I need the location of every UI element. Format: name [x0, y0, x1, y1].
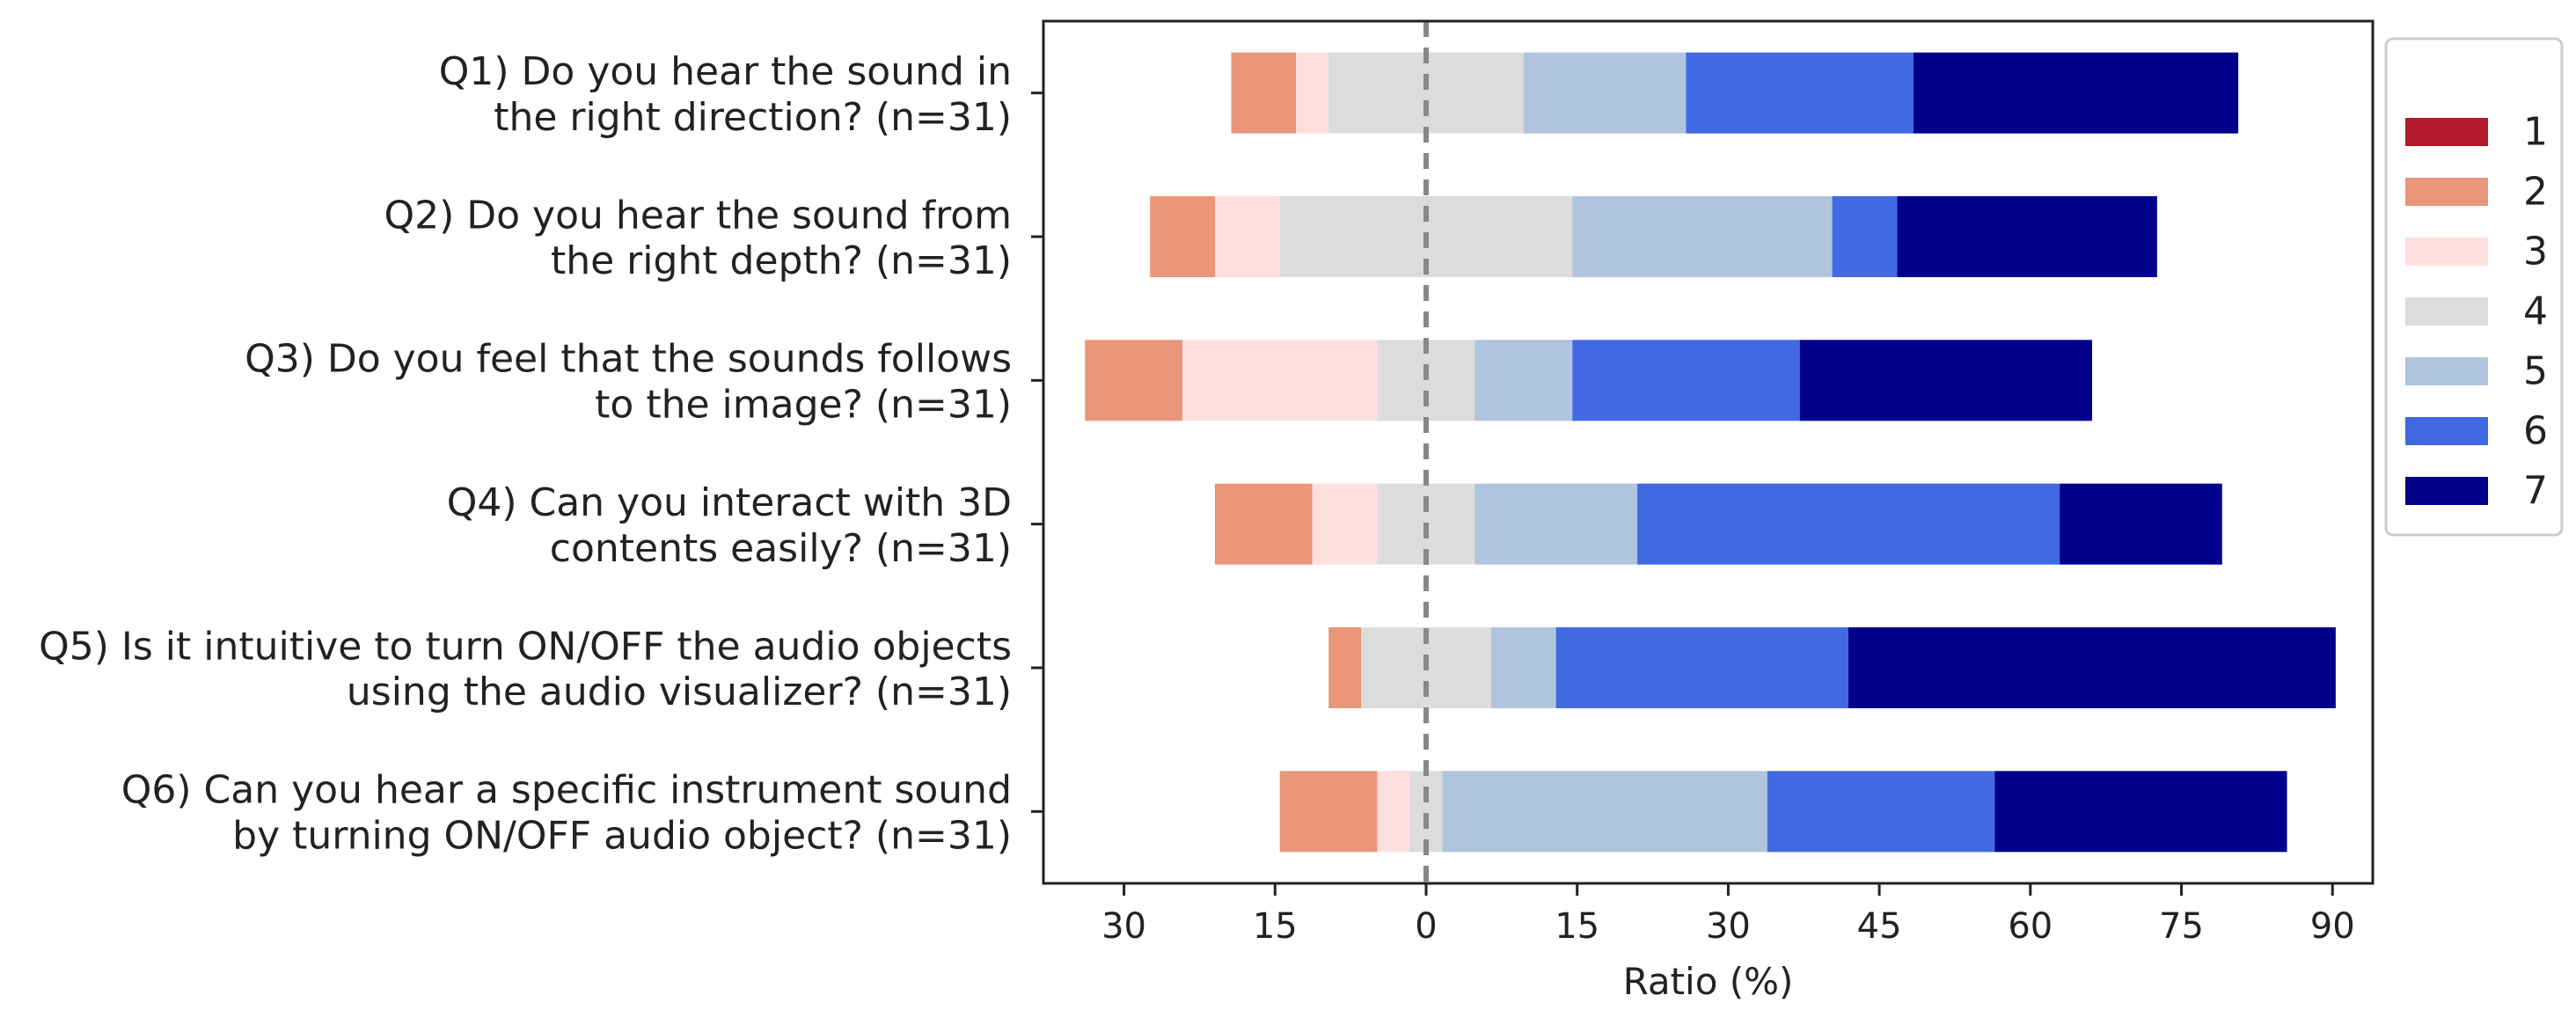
bar-segment-q5-6	[1555, 627, 1848, 708]
bar-segment-q3-3	[1182, 340, 1378, 421]
x-axis-title: Ratio (%)	[1623, 960, 1794, 1003]
question-label-line2: using the audio visualizer? (n=31)	[347, 670, 1012, 714]
x-tick-label: 45	[1857, 906, 1902, 947]
bars-layer	[1085, 52, 2336, 853]
bar-segment-q2-7	[1897, 196, 2157, 277]
legend-swatch-6	[2405, 417, 2488, 445]
question-label-q2: Q2) Do you hear the sound from the right …	[384, 193, 1012, 283]
legend-label-1: 1	[2523, 110, 2548, 155]
legend-swatch-2	[2405, 178, 2488, 206]
question-label-q6: Q6) Can you hear a specific instrument s…	[121, 768, 1012, 859]
question-label-q4: Q4) Can you interact with 3D contents eas…	[447, 480, 1012, 571]
bar-segment-q3-7	[1799, 340, 2092, 421]
question-label-line2: to the image? (n=31)	[595, 383, 1012, 428]
x-tick-label: 30	[1101, 906, 1146, 947]
legend-frame	[2384, 37, 2564, 537]
legend-label-6: 6	[2523, 409, 2548, 454]
question-label-line1: Q3) Do you feel that the sounds follows	[245, 337, 1012, 382]
question-label-line1: Q2) Do you hear the sound from	[384, 193, 1012, 238]
x-tick-label: 0	[1415, 906, 1437, 947]
bar-segment-q4-3	[1312, 483, 1378, 565]
bar-segment-q2-2	[1150, 196, 1215, 277]
plot-area-frame	[1042, 19, 2375, 885]
legend-swatch-5	[2405, 357, 2488, 385]
legend: 1 2 3 4 5 6 7	[2384, 37, 2564, 537]
bar-segment-q3-2	[1085, 340, 1183, 421]
bar-segment-q1-3	[1296, 52, 1329, 134]
bar-segment-q5-7	[1848, 627, 2336, 708]
x-tick-label: 30	[1706, 906, 1751, 947]
question-label-line1: Q5) Is it intuitive to turn ON/OFF the a…	[39, 624, 1012, 669]
bar-segment-q1-2	[1231, 52, 1297, 134]
question-label-line1: Q1) Do you hear the sound in	[439, 49, 1012, 94]
bar-segment-q6-5	[1442, 771, 1767, 853]
legend-label-2: 2	[2523, 170, 2548, 215]
legend-swatch-4	[2405, 297, 2488, 326]
x-tick-label: 90	[2310, 906, 2355, 947]
legend-swatch-1	[2405, 118, 2488, 146]
question-labels: Q1) Do you hear the sound in the right di…	[39, 49, 1043, 859]
bar-segment-q1-7	[1913, 52, 2239, 134]
bar-segment-q2-6	[1832, 196, 1898, 277]
bar-segment-q1-5	[1523, 52, 1687, 134]
legend-label-4: 4	[2523, 289, 2548, 334]
bar-segment-q6-2	[1279, 771, 1378, 853]
bar-segment-q4-2	[1214, 483, 1313, 565]
legend-swatch-3	[2405, 238, 2488, 266]
bar-segment-q1-6	[1686, 52, 1914, 134]
bar-segment-q1-4	[1328, 52, 1524, 134]
x-tick-label: 60	[2008, 906, 2053, 947]
question-label-q5: Q5) Is it intuitive to turn ON/OFF the a…	[39, 624, 1012, 714]
bar-segment-q6-7	[1994, 771, 2287, 853]
question-label-q1: Q1) Do you hear the sound in the right di…	[439, 49, 1012, 140]
bar-segment-q4-7	[2060, 483, 2222, 565]
x-tick-label: 15	[1555, 906, 1599, 947]
bar-segment-q6-6	[1767, 771, 1995, 853]
bar-segment-q6-4	[1409, 771, 1443, 853]
question-label-line2: the right direction? (n=31)	[494, 95, 1012, 140]
bar-segment-q4-5	[1475, 483, 1638, 565]
legend-label-5: 5	[2523, 349, 2548, 394]
bar-segment-q2-3	[1214, 196, 1280, 277]
question-label-line2: contents easily? (n=31)	[550, 526, 1012, 571]
bar-segment-q6-3	[1377, 771, 1410, 853]
question-label-line1: Q4) Can you interact with 3D	[447, 480, 1012, 525]
legend-label-3: 3	[2523, 230, 2548, 275]
bar-segment-q4-6	[1637, 483, 2060, 565]
bar-segment-q5-2	[1328, 627, 1362, 708]
legend-swatch-7	[2405, 477, 2488, 505]
bar-segment-q3-5	[1475, 340, 1573, 421]
question-label-line2: by turning ON/OFF audio object? (n=31)	[232, 814, 1012, 859]
question-label-line1: Q6) Can you hear a specific instrument s…	[121, 768, 1012, 813]
bar-segment-q2-5	[1572, 196, 1833, 277]
x-tick-label: 75	[2159, 906, 2204, 947]
question-label-line2: the right depth? (n=31)	[551, 238, 1012, 283]
bar-segment-q5-5	[1490, 627, 1556, 708]
question-label-q3: Q3) Do you feel that the sounds follows t…	[245, 337, 1012, 428]
bar-segment-q3-6	[1572, 340, 1800, 421]
x-axis: 30 15 0 15 30 45 60 75 90	[1101, 883, 2355, 947]
legend-label-7: 7	[2523, 469, 2548, 514]
x-tick-label: 15	[1253, 906, 1298, 947]
